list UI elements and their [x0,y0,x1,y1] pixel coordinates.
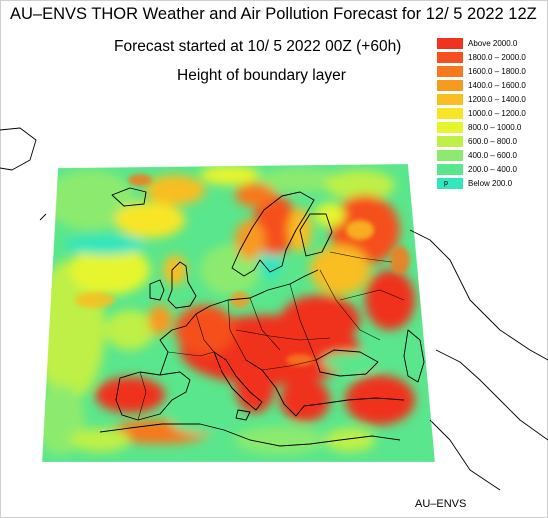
legend-swatch [437,108,463,119]
legend-swatch [437,94,463,105]
country-borders [137,251,405,421]
legend-swatch [437,66,463,77]
legend-row: 1000.0 – 1200.0 [437,108,545,120]
forecast-start: Forecast started at 10/ 5 2022 00Z (+60h… [114,38,402,55]
legend-swatch: p [437,178,463,189]
legend-label: 600.0 – 800.0 [468,137,517,146]
legend-swatch [437,164,463,175]
legend-label: Below 200.0 [468,179,513,188]
legend-label: 1800.0 – 2000.0 [468,53,526,62]
legend-row: p Below 200.0 [437,178,545,190]
legend-label: 1000.0 – 1200.0 [468,109,526,118]
field-name: Height of boundary layer [177,67,346,84]
legend-swatch [437,80,463,91]
legend-label: 1200.0 – 1400.0 [468,95,526,104]
legend-row: 1200.0 – 1400.0 [437,94,545,106]
legend-row: 1800.0 – 2000.0 [437,52,545,64]
legend-row: Above 2000.0 [437,38,545,50]
legend-row: 1600.0 – 1800.0 [437,66,545,78]
legend-swatch [437,38,463,49]
legend-swatch [437,52,463,63]
legend-row: 800.0 – 1000.0 [437,122,545,134]
legend-swatch [437,136,463,147]
map-title: AU–ENVS THOR Weather and Air Pollution F… [10,5,537,23]
legend-row: 200.0 – 400.0 [437,164,545,176]
legend-swatch-mark: p [444,180,448,187]
legend-label: 1400.0 – 1600.0 [468,81,526,90]
legend-row: 400.0 – 600.0 [437,150,545,162]
legend-label: 400.0 – 600.0 [468,151,517,160]
boundary-layer-field [42,164,435,462]
legend-row: 1400.0 – 1600.0 [437,80,545,92]
legend-label: 200.0 – 400.0 [468,165,517,174]
coastlines [0,127,548,491]
credit-label: AU–ENVS [415,498,467,510]
legend-row: 600.0 – 800.0 [437,136,545,148]
legend-label: 800.0 – 1000.0 [468,123,522,132]
legend-label: 1600.0 – 1800.0 [468,67,526,76]
domain-outline [41,163,436,463]
legend-label: Above 2000.0 [468,39,518,48]
legend-swatch [437,122,463,133]
legend-swatch [437,150,463,161]
